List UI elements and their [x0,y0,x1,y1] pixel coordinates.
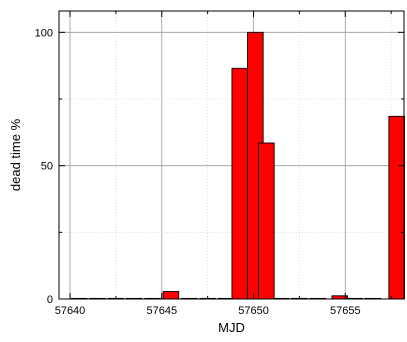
y-axis-title: dead time % [8,118,23,191]
x-tick-label: 57645 [146,305,177,317]
y-tick-label: 100 [35,27,53,39]
y-tick-label: 50 [41,161,53,173]
x-tick-label: 57640 [55,305,86,317]
y-tick-label: 0 [47,294,53,306]
x-tick-label: 57655 [330,305,361,317]
x-tick-label: 57650 [238,305,269,317]
ticks-group: 57640 57645 57650 57655 0 50 100 [35,11,404,317]
bar [388,115,405,300]
bar [162,291,180,300]
bars-group [70,31,405,300]
x-axis-title: MJD [218,320,245,335]
bar [258,142,275,300]
bar [231,67,249,300]
plot-frame [58,10,405,300]
